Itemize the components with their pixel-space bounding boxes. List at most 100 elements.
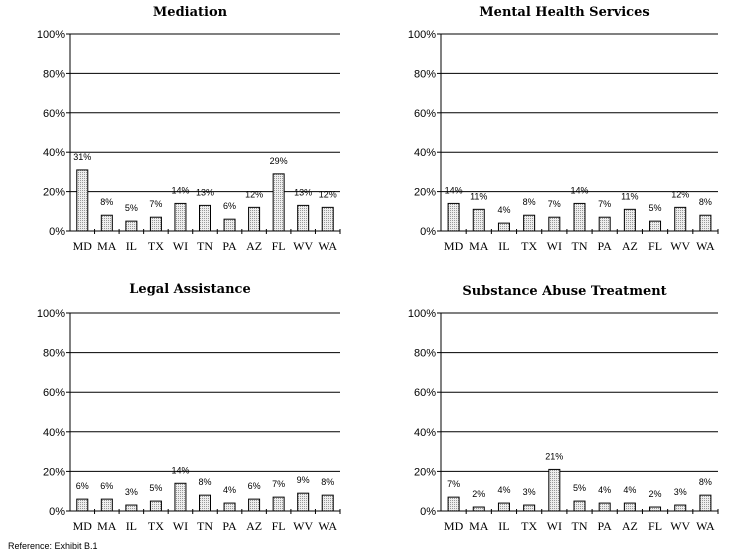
data-label: 7%: [548, 199, 561, 209]
bar-tn: [573, 500, 586, 512]
bar-wa: [321, 494, 334, 512]
bar-wi: [548, 216, 561, 232]
y-tick-label: 80%: [43, 348, 65, 360]
data-label: 6%: [100, 481, 113, 491]
category-label: WI: [547, 239, 562, 253]
bar-wv: [297, 204, 310, 232]
bar-pa: [223, 218, 236, 232]
category-label: MD: [73, 239, 93, 253]
bar-az: [248, 206, 261, 232]
data-label: 13%: [196, 187, 214, 197]
bar-pa: [223, 502, 236, 512]
bar-tx: [523, 214, 536, 232]
data-label: 8%: [198, 477, 211, 487]
category-label: MD: [73, 519, 93, 533]
data-label: 8%: [523, 197, 536, 207]
reference-note: Reference: Exhibit B.1: [8, 541, 98, 551]
bar-il: [125, 504, 138, 512]
category-label: TN: [572, 239, 588, 253]
category-label: MA: [97, 519, 117, 533]
y-tick-label: 80%: [414, 68, 436, 80]
bar-wa: [321, 206, 334, 232]
data-label: 8%: [699, 197, 712, 207]
data-label: 4%: [223, 485, 236, 495]
category-label: TX: [521, 239, 537, 253]
data-label: 5%: [149, 483, 162, 493]
bar-wa: [699, 214, 712, 232]
category-label: FL: [648, 239, 662, 253]
category-label: WA: [318, 239, 337, 253]
data-label: 5%: [649, 203, 662, 213]
category-label: AZ: [246, 239, 262, 253]
bar-fl: [649, 506, 662, 512]
chart-title: Legal Assistance: [129, 282, 250, 297]
category-label: WV: [293, 519, 313, 533]
category-label: WA: [318, 519, 337, 533]
data-label: 3%: [125, 487, 138, 497]
bar-ma: [100, 214, 113, 232]
category-label: IL: [498, 519, 509, 533]
bar-tx: [149, 216, 162, 232]
category-label: MD: [444, 519, 464, 533]
data-label: 4%: [497, 205, 510, 215]
data-label: 14%: [570, 185, 588, 195]
bar-tn: [573, 202, 586, 232]
data-label: 7%: [598, 199, 611, 209]
category-label: PA: [598, 519, 613, 533]
y-tick-label: 60%: [414, 108, 436, 120]
y-tick-label: 0%: [49, 506, 65, 518]
category-label: AZ: [622, 239, 638, 253]
bar-az: [623, 208, 636, 232]
category-label: TN: [572, 519, 588, 533]
y-tick-label: 80%: [43, 68, 65, 80]
y-tick-label: 20%: [43, 187, 65, 199]
category-label: TX: [148, 519, 164, 533]
bar-il: [125, 220, 138, 232]
data-label: 14%: [171, 185, 189, 195]
bar-tx: [523, 504, 536, 512]
bar-md: [447, 496, 460, 512]
bar-ma: [472, 208, 485, 232]
data-label: 12%: [319, 189, 337, 199]
category-label: TN: [197, 239, 213, 253]
chart-title: Mental Health Services: [479, 5, 649, 20]
category-label: WI: [173, 519, 188, 533]
data-label: 8%: [699, 477, 712, 487]
bar-fl: [272, 496, 285, 512]
category-label: FL: [272, 239, 286, 253]
bar-wi: [548, 468, 561, 512]
y-tick-label: 40%: [414, 147, 436, 159]
category-label: WV: [670, 519, 690, 533]
category-label: TX: [148, 239, 164, 253]
data-label: 14%: [171, 465, 189, 475]
bar-wv: [674, 206, 687, 232]
bar-md: [76, 498, 89, 512]
bar-il: [497, 502, 510, 512]
y-tick-label: 60%: [43, 387, 65, 399]
data-label: 2%: [649, 489, 662, 499]
y-tick-label: 20%: [414, 187, 436, 199]
data-label: 11%: [470, 191, 487, 201]
data-label: 3%: [523, 487, 536, 497]
category-label: PA: [222, 239, 237, 253]
y-tick-label: 80%: [414, 348, 436, 360]
y-tick-label: 40%: [414, 427, 436, 439]
data-label: 5%: [573, 483, 586, 493]
bar-tn: [199, 494, 211, 512]
category-label: WV: [670, 239, 690, 253]
bar-wv: [674, 504, 687, 512]
bar-tn: [199, 204, 211, 232]
bar-wi: [174, 202, 187, 232]
y-tick-label: 100%: [37, 29, 65, 41]
data-label: 12%: [671, 189, 689, 199]
y-tick-label: 0%: [420, 226, 436, 238]
data-label: 3%: [674, 487, 687, 497]
data-label: 2%: [472, 489, 485, 499]
bar-az: [623, 502, 636, 512]
bar-pa: [598, 216, 611, 232]
bar-fl: [272, 173, 285, 232]
y-tick-label: 60%: [414, 387, 436, 399]
category-label: TX: [521, 519, 537, 533]
